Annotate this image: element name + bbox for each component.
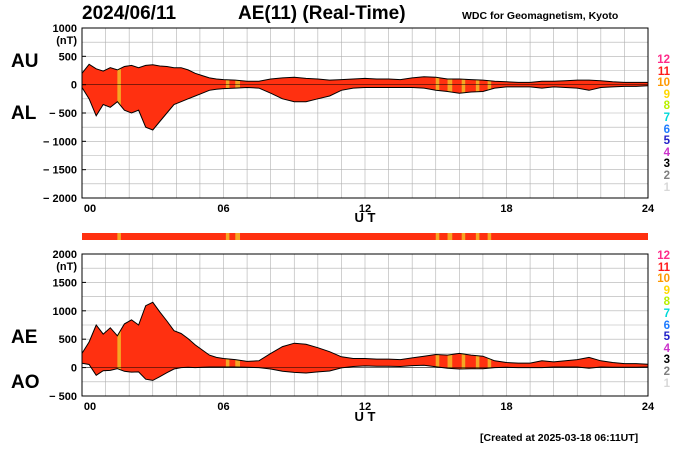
activity-strip-highlight <box>117 233 121 240</box>
legend-item-5: 5 <box>663 331 670 344</box>
legend-item-2: 2 <box>663 170 670 182</box>
legend-item-6: 6 <box>663 319 670 332</box>
ae-ao-area <box>82 302 648 381</box>
activity-strip-highlight <box>235 233 241 240</box>
legend-item-8: 8 <box>663 100 670 113</box>
ae-ao-ytick-label: 1000 <box>53 306 77 318</box>
legend-item-5: 5 <box>663 135 670 148</box>
au-al-ytick-label: − 500 <box>49 108 77 120</box>
ae-ao-xtick-label: 06 <box>217 401 229 413</box>
au-al-ytick-label: 500 <box>59 51 77 63</box>
au-side-label: AU <box>11 51 39 72</box>
au-al-ytick-label: − 1000 <box>43 136 77 148</box>
activity-strip-highlight <box>487 233 492 240</box>
ae-ao-ytick-label: 500 <box>59 334 77 346</box>
ae-ao-ylabel: (nT) <box>56 261 77 273</box>
legend-item-4: 4 <box>663 342 670 355</box>
activity-strip-highlight <box>447 233 453 240</box>
legend-item-4: 4 <box>663 146 670 159</box>
legend-item-9: 9 <box>663 88 670 101</box>
ao-side-label: AO <box>11 372 40 393</box>
legend-item-10: 10 <box>657 77 670 90</box>
ae-ao-ytick-label: 0 <box>71 363 77 375</box>
ae-ao-ytick-label: − 500 <box>49 391 77 403</box>
au-al-area <box>82 64 648 130</box>
au-al-ylabel: (nT) <box>56 35 77 47</box>
created-timestamp: [Created at 2025-03-18 06:11UT] <box>480 432 639 444</box>
activity-strip <box>82 233 648 240</box>
ae-ao-xlabel: U T <box>355 409 376 424</box>
ae-ao-xtick-label: 12 <box>359 401 371 413</box>
legend-item-7: 7 <box>663 308 670 320</box>
legend-item-9: 9 <box>663 284 670 297</box>
legend-item-2: 2 <box>663 366 670 378</box>
au-al-ytick-label: − 2000 <box>43 193 77 205</box>
legend-item-11: 11 <box>657 261 670 274</box>
au-al-xtick-label: 18 <box>500 203 512 215</box>
au-al-ytick-label: 1000 <box>53 23 77 35</box>
legend-item-1: 1 <box>663 181 670 194</box>
ae-side-label: AE <box>11 327 38 348</box>
legend-item-11: 11 <box>657 65 670 78</box>
activity-strip-highlight <box>475 233 480 240</box>
activity-strip-highlight <box>435 233 440 240</box>
ae-ao-frame <box>81 253 649 397</box>
au-al-lower-line <box>81 85 649 131</box>
legend-item-3: 3 <box>663 354 670 367</box>
legend-item-8: 8 <box>663 296 670 309</box>
credit-text: WDC for Geomagnetism, Kyoto <box>462 10 619 22</box>
au-al-xtick-label: 12 <box>359 203 371 215</box>
ae-ao-xtick-label: 00 <box>84 401 96 413</box>
ae-ao-highlight <box>117 302 121 381</box>
ae-ao-ytick-label: 1500 <box>53 277 77 289</box>
legend-item-1: 1 <box>663 377 670 390</box>
legend-item-3: 3 <box>663 158 670 171</box>
legend-item-10: 10 <box>657 273 670 286</box>
chart-date: 2024/06/11 <box>82 3 177 24</box>
au-al-ytick-label: 0 <box>71 80 77 92</box>
ae-ao-xtick-label: 24 <box>642 401 655 413</box>
au-al-xtick-label: 24 <box>642 203 655 215</box>
au-al-highlight <box>117 64 121 130</box>
au-al-xtick-label: 06 <box>217 203 229 215</box>
legend-item-6: 6 <box>663 123 670 136</box>
au-al-ytick-label: − 1500 <box>43 165 77 177</box>
ae-ao-ytick-label: 2000 <box>53 249 77 261</box>
ae-ao-upper-line <box>81 301 649 365</box>
activity-strip-highlight <box>225 233 230 240</box>
legend-item-12: 12 <box>657 250 670 262</box>
ae-ao-xtick-label: 18 <box>500 401 512 413</box>
legend-item-7: 7 <box>663 112 670 124</box>
legend-item-12: 12 <box>657 54 670 66</box>
activity-strip-highlight <box>461 233 466 240</box>
au-al-xtick-label: 00 <box>84 203 96 215</box>
au-al-xlabel: U T <box>355 210 376 225</box>
chart-title: AE(11) (Real-Time) <box>238 3 406 24</box>
au-al-upper-line <box>81 63 648 83</box>
al-side-label: AL <box>11 103 37 124</box>
